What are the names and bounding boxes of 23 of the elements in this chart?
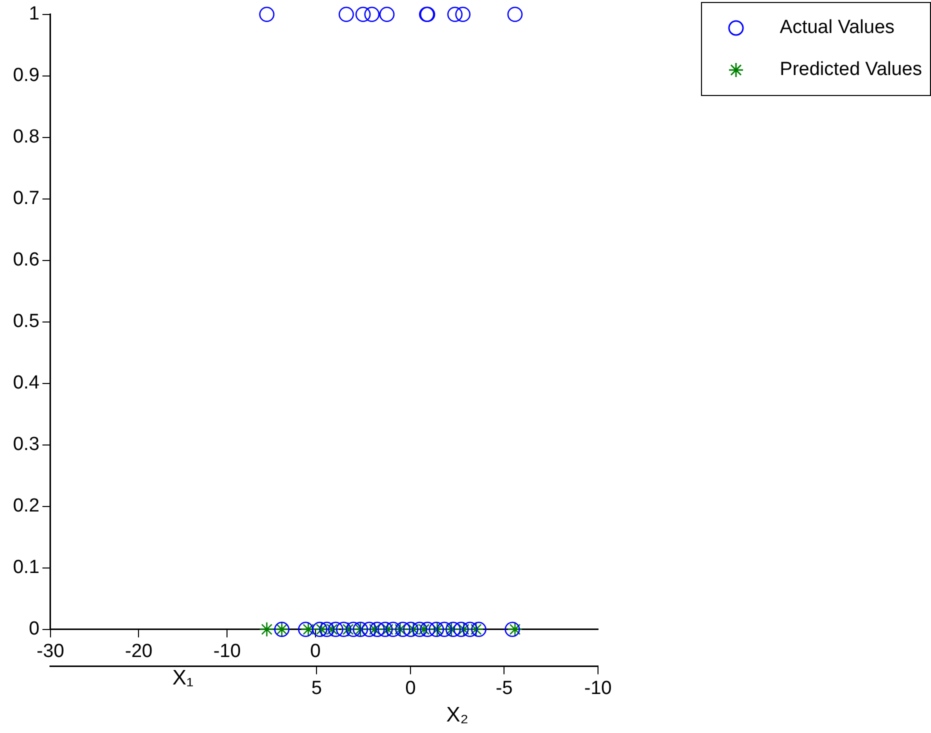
legend-label: Actual Values bbox=[780, 17, 895, 39]
y-tick-label: 0.2 bbox=[12, 496, 40, 517]
x-tick-label: -30 bbox=[36, 641, 64, 662]
x2-tick-label: 0 bbox=[405, 678, 416, 699]
x2-tick-label: -5 bbox=[496, 678, 513, 699]
legend-label: Predicted Values bbox=[780, 59, 922, 81]
y-tick-label: 0.6 bbox=[12, 250, 40, 271]
x2-tick-label: 5 bbox=[311, 678, 322, 699]
y-tick-label: 0.4 bbox=[12, 372, 40, 394]
y-tick-label: 0.8 bbox=[12, 126, 40, 148]
x-tick-label: -20 bbox=[125, 641, 152, 662]
y-tick-label: 0.1 bbox=[12, 557, 40, 578]
x2-tick-label: -10 bbox=[584, 678, 612, 699]
y-tick-label: 0 bbox=[28, 618, 40, 640]
x2-axis-title: X₂ bbox=[446, 703, 468, 726]
x-tick-label: -10 bbox=[213, 641, 241, 662]
y-tick-label: 0.7 bbox=[12, 188, 40, 210]
y-tick-label: 0.9 bbox=[12, 65, 40, 86]
y-tick-label: 1 bbox=[28, 4, 40, 25]
y-tick-label: 0.3 bbox=[12, 434, 40, 456]
x-tick-label: 0 bbox=[310, 641, 321, 662]
x-axis-title: X₁ bbox=[172, 666, 194, 690]
y-tick-label: 0.5 bbox=[12, 311, 40, 332]
